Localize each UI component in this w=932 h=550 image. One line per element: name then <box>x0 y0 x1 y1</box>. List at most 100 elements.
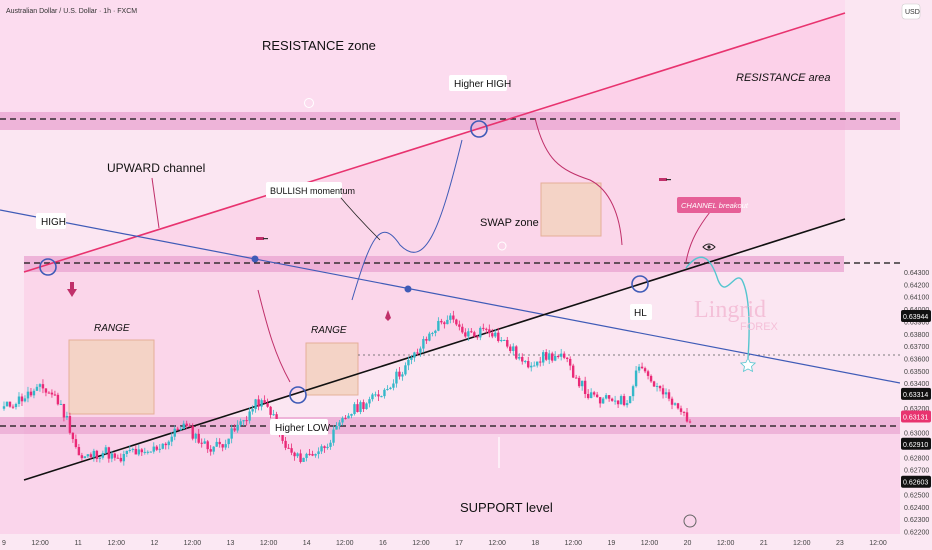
candle-body <box>179 428 182 431</box>
candle-body <box>688 421 692 423</box>
candle-body <box>383 389 386 397</box>
candle-body <box>197 433 200 443</box>
candle-body <box>137 449 141 455</box>
y-tick-label: 0.62700 <box>904 468 929 475</box>
x-tick-label: 12 <box>150 540 158 547</box>
candle-body <box>146 451 149 453</box>
candle-body <box>568 358 572 366</box>
candle-body <box>610 398 614 401</box>
candle-body <box>14 403 18 408</box>
y-tick-label: 0.64200 <box>904 282 929 289</box>
y-tick-label: 0.62800 <box>904 455 929 462</box>
candle-body <box>218 441 221 445</box>
candle-body <box>167 441 170 446</box>
candle-body <box>473 332 476 337</box>
candle-body <box>35 386 39 391</box>
swap-pivot-dot-2 <box>404 285 412 293</box>
candle-body <box>371 394 374 400</box>
x-tick-label: 12:00 <box>107 540 125 547</box>
y-tick-label: 0.64300 <box>904 270 929 277</box>
candle-body <box>410 357 413 360</box>
x-tick-label: 11 <box>75 540 82 547</box>
lightning-icon <box>683 514 697 528</box>
candle-body <box>74 439 78 448</box>
candle-body <box>113 453 117 458</box>
candle-body <box>257 399 260 407</box>
x-tick-label: 12:00 <box>565 540 583 547</box>
candle-body <box>476 336 479 338</box>
candle-body <box>574 377 578 379</box>
upward-channel-label: UPWARD channel <box>107 161 205 175</box>
candle-body <box>398 371 401 377</box>
candle-body <box>350 413 353 416</box>
candle-body <box>173 428 176 437</box>
candle-body <box>17 396 21 404</box>
candle-body <box>389 387 392 390</box>
candle-body <box>503 339 506 341</box>
time-axis[interactable] <box>0 534 900 550</box>
candle-body <box>230 428 233 439</box>
bullish-momentum-label: BULLISH momentum <box>270 186 355 196</box>
y-tick-label: 0.63900 <box>904 319 929 326</box>
candle-body <box>592 392 596 395</box>
candle-body <box>101 453 105 458</box>
candle-body <box>577 377 581 387</box>
candle-body <box>500 340 503 342</box>
candle-body <box>497 332 500 341</box>
high-marker <box>39 258 57 276</box>
candle-body <box>646 371 650 376</box>
candle-body <box>53 394 57 396</box>
candle-body <box>667 392 671 399</box>
candle-body <box>601 398 605 404</box>
candle-body <box>583 380 587 394</box>
candle-body <box>188 425 191 427</box>
candle-body <box>266 403 269 407</box>
candle-body <box>59 403 63 405</box>
candle-body <box>562 353 566 358</box>
candle-body <box>221 444 224 448</box>
hammer-icon-2-handle <box>666 179 671 181</box>
drop-arrow-path-2 <box>534 117 623 246</box>
candle-body <box>431 332 434 334</box>
hammer-icon-2 <box>659 178 667 181</box>
candle-body <box>446 319 449 325</box>
candle-body <box>308 453 311 455</box>
channel-breakout-box <box>677 197 741 213</box>
candle-body <box>215 441 218 447</box>
candle-body <box>38 384 42 387</box>
x-tick-label: 9 <box>2 540 6 547</box>
candle-body <box>595 394 599 398</box>
candle-body <box>356 404 359 412</box>
candle-body <box>80 455 84 459</box>
symbol-title: Australian Dollar / U.S. Dollar · 1h · F… <box>6 8 137 15</box>
candle-body <box>155 446 158 450</box>
candle-body <box>643 368 647 372</box>
range-box-1 <box>68 339 155 415</box>
y-tick-label: 0.63000 <box>904 431 929 438</box>
candle-body <box>613 400 617 402</box>
candle-body <box>556 356 560 358</box>
candle-body <box>586 393 590 399</box>
candle-body <box>428 333 431 341</box>
eye-icon <box>702 243 716 251</box>
price-tags: 0.63944 0.63314 0.63131 0.62910 0.62603 <box>901 309 931 488</box>
high-label-box <box>36 213 66 229</box>
candle-body <box>559 353 563 357</box>
candle-body <box>272 414 275 416</box>
hl-label-box <box>630 304 652 320</box>
candle-body <box>553 356 557 361</box>
price-axis[interactable] <box>900 0 932 550</box>
candle-body <box>494 332 497 337</box>
candle-body <box>2 406 6 409</box>
x-tick-label: 12:00 <box>641 540 659 547</box>
candle-body <box>284 440 287 448</box>
candle-body <box>122 453 126 462</box>
y-tick-label: 0.63500 <box>904 369 929 376</box>
candle-body <box>362 402 365 410</box>
candle-body <box>293 452 296 457</box>
x-tick-label: 12:00 <box>412 540 430 547</box>
candle-body <box>68 415 72 433</box>
candle-body <box>545 352 548 360</box>
